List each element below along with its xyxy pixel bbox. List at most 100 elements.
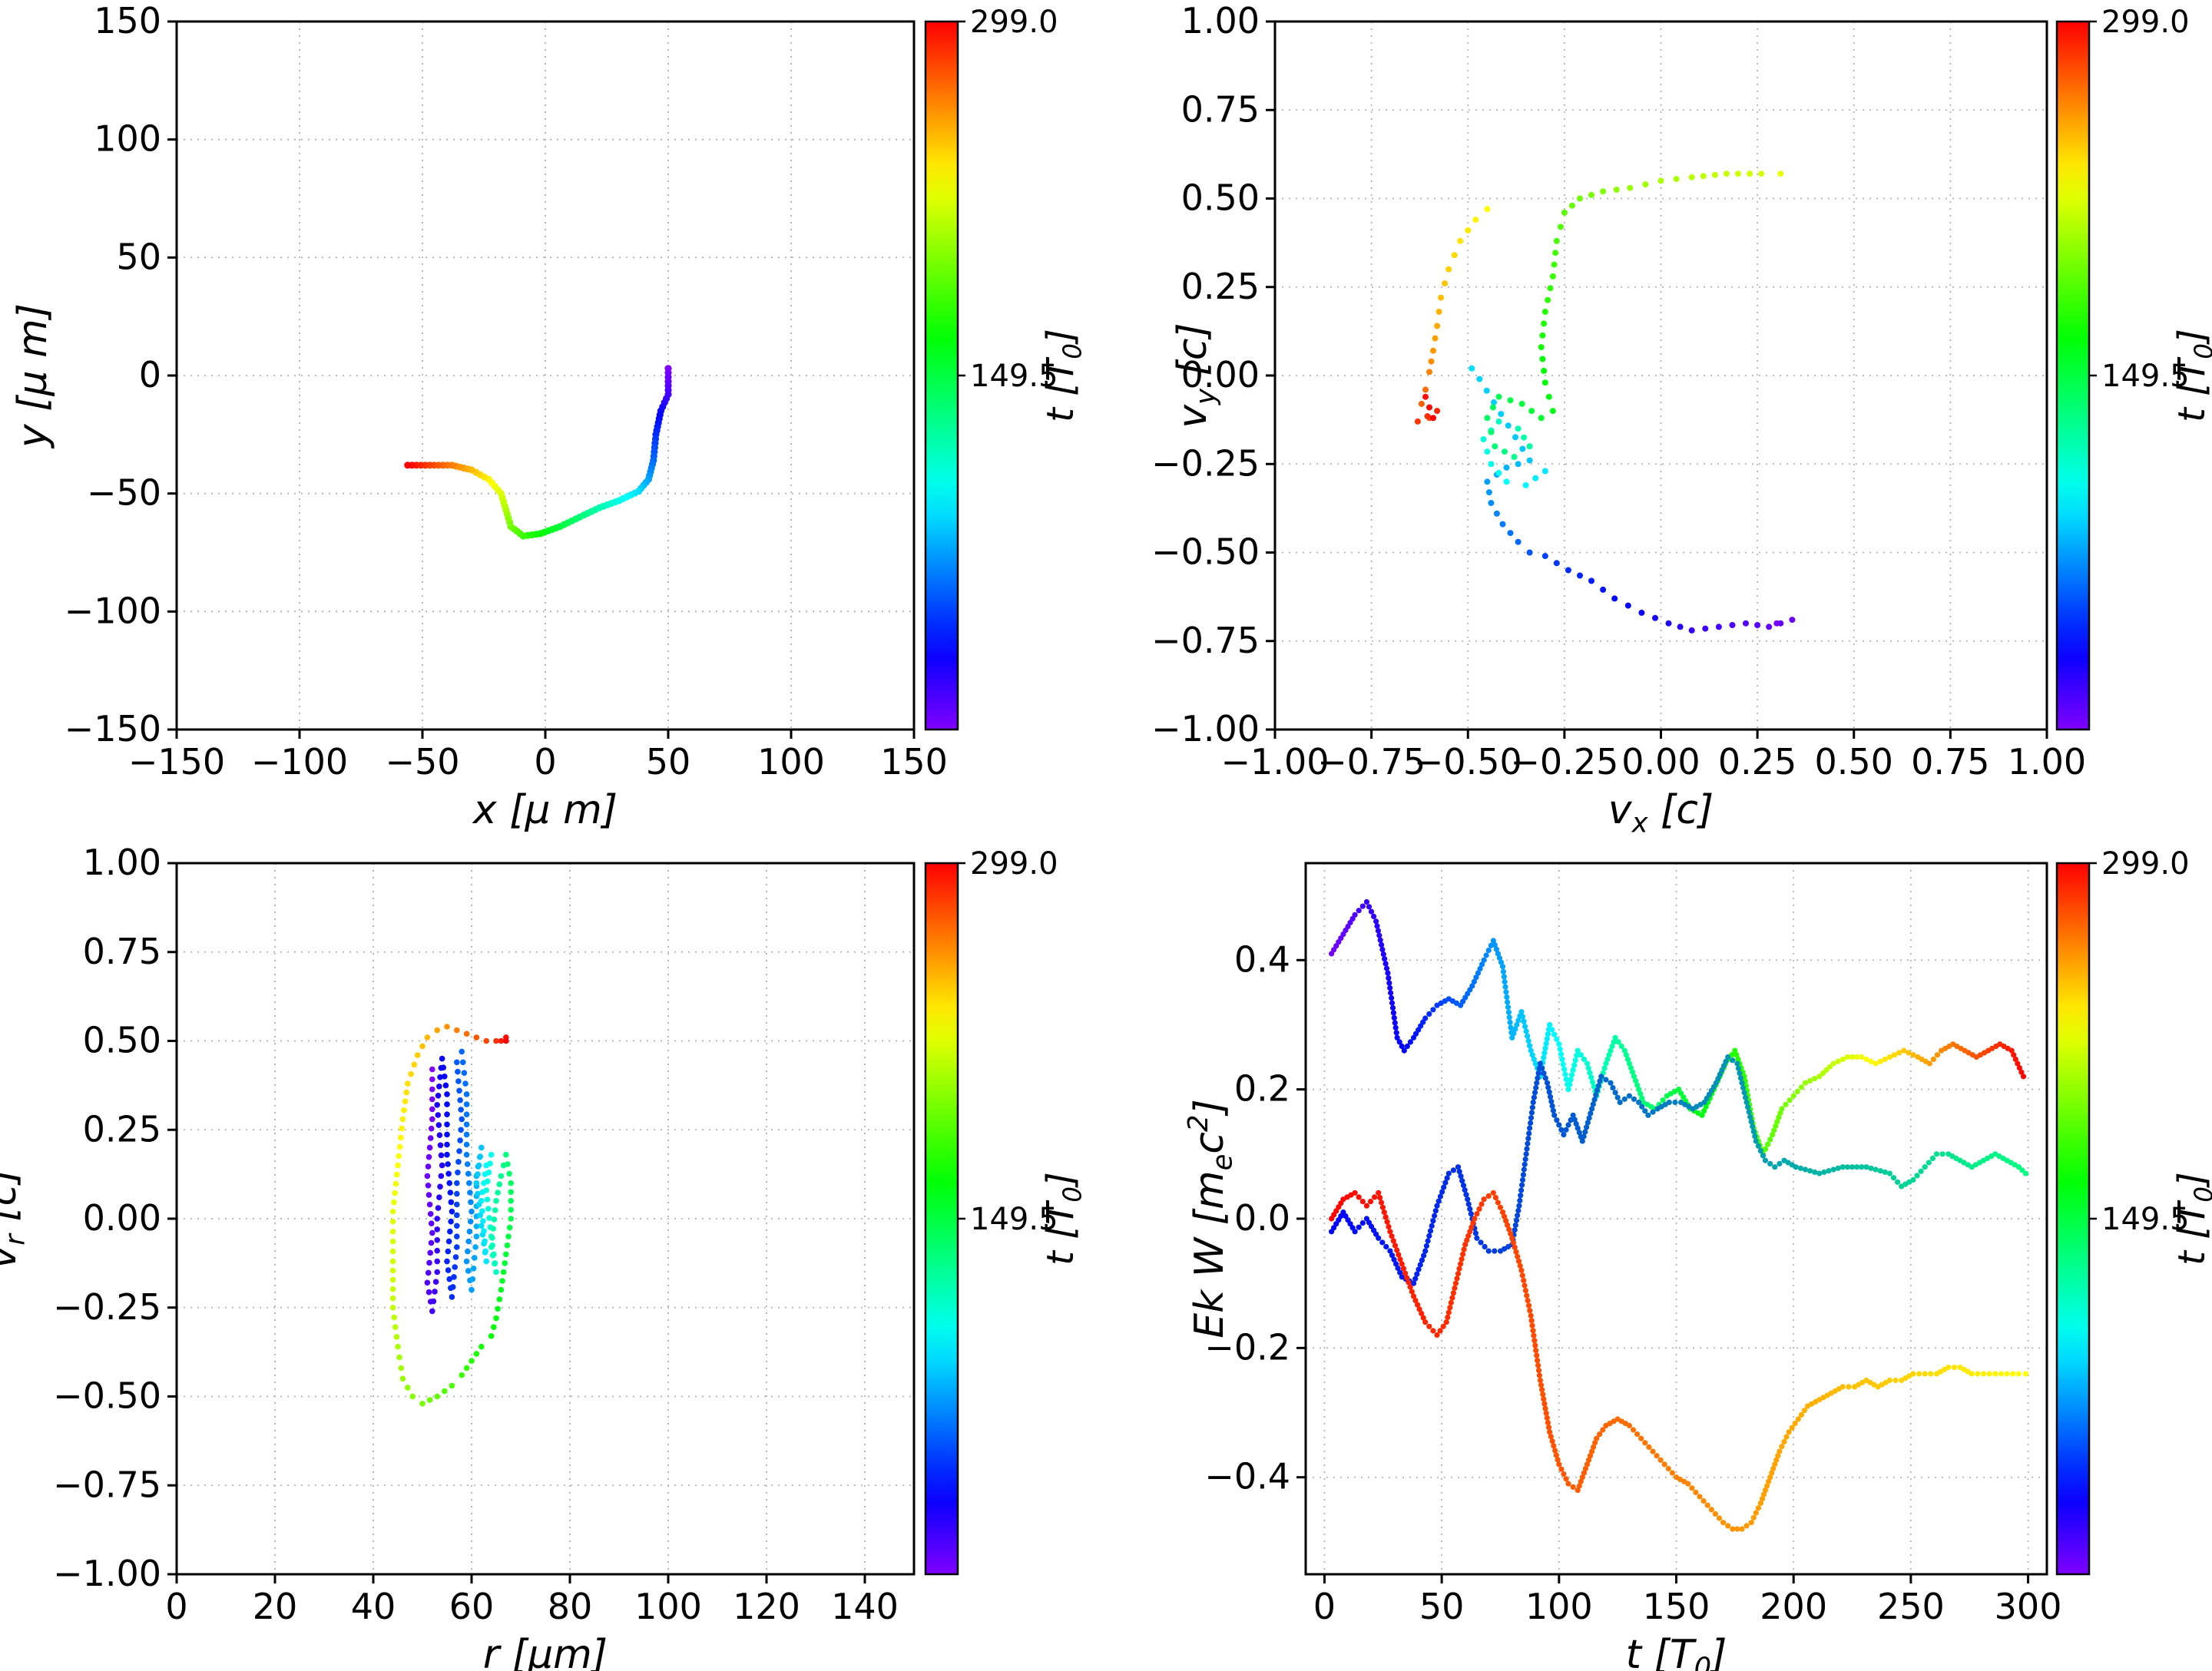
colorbar-axis-label: t [T0] (2171, 1172, 2212, 1266)
series-curve-3 (1329, 1190, 2029, 1532)
y-axis-label: Ek W [mec2] (1183, 1099, 1238, 1338)
x-tick-label: 300 (1995, 1586, 2062, 1627)
series-trajectory (404, 365, 672, 540)
colorbar-mid-label: 149.5 (2101, 1202, 2190, 1237)
y-tick-label: −1.00 (53, 1553, 161, 1594)
series-points (389, 1024, 514, 1407)
y-ticks: 0.4 0.2 0.0 −0.2 −0.4 (1204, 938, 1306, 1497)
x-tick-label: 0.25 (1718, 741, 1796, 783)
x-tick-label: −150 (128, 741, 225, 783)
x-tick-label: −0.25 (1510, 741, 1618, 783)
x-tick-label: 1.00 (2008, 741, 2086, 783)
y-tick-label: 0.00 (83, 1197, 161, 1239)
x-tick-label: 0.75 (1911, 741, 1989, 783)
y-tick-label: 0.75 (1181, 88, 1260, 130)
x-tick-label: −50 (385, 741, 459, 783)
y-tick-label: 150 (94, 0, 161, 41)
series-velocity-trajectory (1414, 170, 1796, 634)
x-tick-label: 100 (757, 741, 825, 783)
y-axis-label: vr [c] (0, 1168, 31, 1269)
y-tick-label: 0.50 (1181, 177, 1260, 219)
x-tick-label: 20 (253, 1586, 298, 1627)
colorbar: 299.0 149.5t [T0] (924, 5, 1088, 731)
series-curve-2 (1329, 1054, 2029, 1286)
energy-plot-canvas: 0 50 100 150 200 250 300 0.4 0.2 0.0 −0.2 −0.4 t [T0… (1183, 846, 2212, 1671)
series-points (404, 365, 672, 540)
colorbar: 299.0 149.5t [T0] (2055, 5, 2212, 731)
y-tick-label: 0.50 (83, 1020, 161, 1061)
series-points (1329, 898, 2029, 1532)
y-tick-label: −150 (65, 708, 161, 749)
x-tick-label: 150 (880, 741, 948, 783)
x-tick-label: −0.75 (1317, 741, 1426, 783)
plot-vx-vy: −1.00 −0.75 −0.50 −0.25 0.00 0.25 0.50 0.75 1.00… (1106, 0, 2212, 836)
x-axis-label: t [T0] (1626, 1632, 1727, 1671)
vxvy-plot-canvas: −1.00−0.75−0.50−0.25 0.00 0.25 0.50 0.75 1.00… (1151, 0, 2212, 836)
y-tick-label: −1.00 (1151, 708, 1260, 749)
grid-lines (176, 21, 915, 730)
x-tick-label: 60 (449, 1586, 495, 1627)
colorbar-mid-label: 149.5 (970, 1202, 1058, 1237)
colorbar-axis-label: t [T0] (1039, 1172, 1088, 1266)
x-tick-label: 0 (165, 1586, 187, 1627)
y-tick-label: 100 (94, 118, 161, 160)
colorbar-max-label: 299.0 (2101, 5, 2190, 40)
x-tick-label: 40 (351, 1586, 396, 1627)
y-tick-label: −0.75 (1151, 620, 1260, 661)
x-tick-label: 100 (1525, 1586, 1593, 1627)
y-tick-label: −0.2 (1204, 1326, 1290, 1368)
series-radial-phase-space (389, 1024, 514, 1407)
colorbar-max-label: 299.0 (2101, 846, 2190, 882)
y-axis-label: y [μ m] (10, 303, 56, 449)
y-tick-label: 0.2 (1234, 1068, 1290, 1110)
y-tick-label: 0.25 (1181, 266, 1260, 307)
x-tick-label: 100 (634, 1586, 702, 1627)
rvr-plot-canvas: 0 20 40 60 80 100 120 140 1.00 0.75 0.50 0.25 0.00 −0… (0, 842, 1088, 1671)
y-tick-label: −100 (65, 590, 161, 631)
x-axis-label: vx [c] (1608, 787, 1714, 836)
x-ticks: −150 −100 −50 0 50 100 150 (128, 730, 948, 783)
x-tick-label: 250 (1877, 1586, 1945, 1627)
x-tick-label: 0.50 (1815, 741, 1893, 783)
y-ticks: 1.00 0.75 0.50 0.25 0.00 −0.25 −0.50 −0.75 −1.00 (53, 842, 177, 1594)
colorbar: 299.0 149.5t [T0] (2055, 846, 2212, 1576)
y-tick-label: 50 (116, 236, 161, 277)
y-tick-label: −0.25 (1151, 442, 1260, 484)
x-ticks: 0 50 100 150 200 250 300 (1313, 1574, 2062, 1627)
x-tick-label: 0.00 (1621, 741, 1700, 783)
colorbar-max-label: 299.0 (970, 846, 1058, 882)
y-tick-label: −0.50 (1151, 531, 1260, 573)
x-axis-label: r [μm] (483, 1632, 608, 1671)
x-tick-label: 50 (1419, 1586, 1465, 1627)
y-tick-label: 1.00 (83, 842, 161, 883)
y-ticks: 150 100 50 0 −50 −100 −150 (65, 0, 177, 749)
y-tick-label: −50 (87, 472, 161, 514)
y-tick-label: 0.4 (1234, 938, 1290, 980)
y-tick-label: −0.4 (1204, 1456, 1290, 1497)
y-ticks: 1.00 0.75 0.50 0.25 0.00 −0.25 −0.50 −0.75 −1.00 (1151, 0, 1275, 749)
colorbar-max-label: 299.0 (970, 5, 1058, 40)
x-tick-label: 120 (733, 1586, 800, 1627)
x-tick-label: −0.50 (1414, 741, 1522, 783)
x-tick-label: 0 (534, 741, 556, 783)
y-axis-label: vy [c] (1170, 323, 1221, 428)
colorbar: 299.0 149.5t [T0] (924, 846, 1088, 1576)
grid-lines (1274, 21, 2048, 730)
y-tick-label: 1.00 (1181, 0, 1260, 41)
x-tick-label: 80 (548, 1586, 593, 1627)
colorbar-axis-label: t [T0] (2171, 329, 2212, 422)
plot-energy-work: 0 50 100 150 200 250 300 0.4 0.2 0.0 −0.2 −0.4 t [T0… (1106, 836, 2212, 1671)
series-points (1414, 170, 1796, 634)
colorbar-axis-label: t [T0] (1039, 329, 1088, 422)
y-tick-label: −0.25 (53, 1286, 161, 1328)
y-tick-label: 0.0 (1234, 1197, 1290, 1239)
x-tick-label: 50 (646, 741, 691, 783)
plot-r-vr: 0 20 40 60 80 100 120 140 1.00 0.75 0.50 0.25 0.00 −0… (0, 836, 1106, 1671)
x-tick-label: −1.00 (1221, 741, 1330, 783)
x-tick-label: 0 (1313, 1586, 1336, 1627)
x-tick-label: −100 (251, 741, 348, 783)
x-tick-label: 140 (831, 1586, 899, 1627)
x-axis-label: x [μ m] (472, 787, 618, 833)
x-tick-label: 200 (1760, 1586, 1827, 1627)
